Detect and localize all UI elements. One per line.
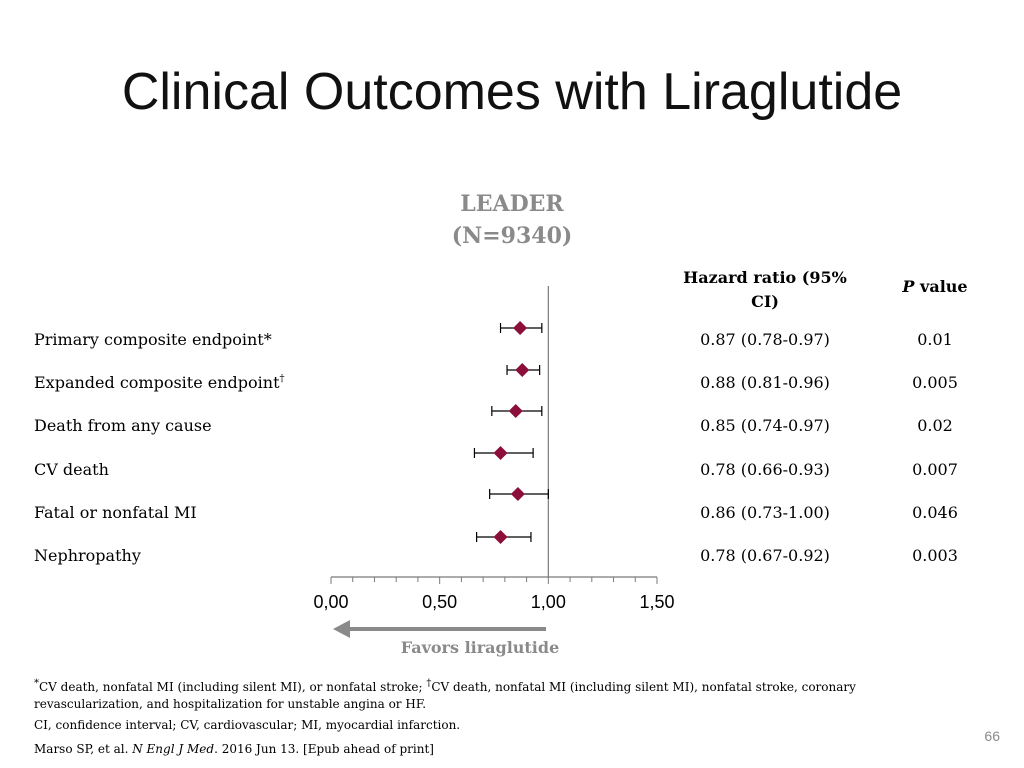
row-label: Fatal or nonfatal MI bbox=[34, 503, 197, 522]
citation-details: . 2016 Jun 13. [Epub ahead of print] bbox=[214, 742, 434, 756]
hazard-ratio-header-line1: Hazard ratio (95% bbox=[683, 268, 847, 287]
row-hazard-ratio: 0.78 (0.67-0.92) bbox=[700, 546, 830, 565]
footnote-abbreviations: CI, confidence interval; CV, cardiovascu… bbox=[34, 718, 461, 732]
row-hazard-ratio: 0.86 (0.73-1.00) bbox=[700, 503, 830, 522]
row-label: Primary composite endpoint* bbox=[34, 330, 272, 349]
footnote-dagger: † bbox=[426, 678, 432, 689]
row-label: Death from any cause bbox=[34, 416, 212, 435]
row-p-value: 0.01 bbox=[917, 330, 953, 349]
favors-label: Favors liraglutide bbox=[400, 638, 560, 657]
row-label-text: Fatal or nonfatal MI bbox=[34, 503, 197, 522]
favors-arrow-head bbox=[333, 620, 350, 638]
row-p-value: 0.003 bbox=[912, 546, 958, 565]
row-label-text: CV death bbox=[34, 460, 109, 479]
point-estimate-diamond bbox=[493, 446, 508, 460]
row-label-text: Expanded composite endpoint bbox=[34, 373, 280, 392]
row-label-sup: † bbox=[279, 373, 285, 385]
row-hazard-ratio: 0.85 (0.74-0.97) bbox=[700, 416, 830, 435]
row-label: Expanded composite endpoint† bbox=[34, 373, 285, 392]
row-p-value: 0.007 bbox=[912, 460, 958, 479]
study-heading: LEADER (N=9340) bbox=[412, 188, 612, 252]
row-p-value: 0.005 bbox=[912, 373, 958, 392]
row-hazard-ratio: 0.78 (0.66-0.93) bbox=[700, 460, 830, 479]
study-name: LEADER bbox=[460, 191, 564, 217]
hazard-ratio-header: Hazard ratio (95% CI) bbox=[670, 266, 860, 314]
citation-authors: Marso SP, et al. bbox=[34, 742, 133, 756]
footnote-citation: Marso SP, et al. N Engl J Med. 2016 Jun … bbox=[34, 741, 964, 758]
footnote-text: revascularization, and hospitalization f… bbox=[34, 697, 427, 711]
page-number: 66 bbox=[984, 728, 1000, 744]
row-hazard-ratio: 0.87 (0.78-0.97) bbox=[700, 330, 830, 349]
row-label-text: Primary composite endpoint* bbox=[34, 330, 272, 349]
point-estimate-diamond bbox=[510, 487, 525, 501]
p-value-header: P value bbox=[880, 277, 990, 296]
x-tick-label: 1,50 bbox=[639, 592, 674, 612]
point-estimate-diamond bbox=[515, 363, 530, 377]
row-label: CV death bbox=[34, 460, 109, 479]
hazard-ratio-header-line2: CI) bbox=[751, 292, 779, 311]
point-estimate-diamond bbox=[513, 321, 528, 335]
row-hazard-ratio: 0.88 (0.81-0.96) bbox=[700, 373, 830, 392]
row-p-value: 0.046 bbox=[912, 503, 958, 522]
point-estimate-diamond bbox=[493, 530, 508, 544]
point-estimate-diamond bbox=[508, 404, 523, 418]
footnote-text: CV death, nonfatal MI (including silent … bbox=[39, 680, 427, 694]
footnote-definitions: *CV death, nonfatal MI (including silent… bbox=[34, 675, 964, 713]
row-label-text: Nephropathy bbox=[34, 546, 141, 565]
x-tick-label: 0,00 bbox=[313, 592, 348, 612]
x-tick-label: 1,00 bbox=[531, 592, 566, 612]
x-tick-label: 0,50 bbox=[422, 592, 457, 612]
row-p-value: 0.02 bbox=[917, 416, 953, 435]
footnote-text: CV death, nonfatal MI (including silent … bbox=[431, 680, 856, 694]
p-value-header-italic: P bbox=[902, 277, 915, 296]
slide-title: Clinical Outcomes with Liraglutide bbox=[121, 63, 903, 121]
p-value-header-rest: value bbox=[914, 277, 968, 296]
study-n: (N=9340) bbox=[451, 223, 573, 249]
row-label-text: Death from any cause bbox=[34, 416, 212, 435]
row-label: Nephropathy bbox=[34, 546, 141, 565]
footnote-star: * bbox=[34, 678, 39, 689]
citation-journal: N Engl J Med bbox=[132, 742, 215, 756]
